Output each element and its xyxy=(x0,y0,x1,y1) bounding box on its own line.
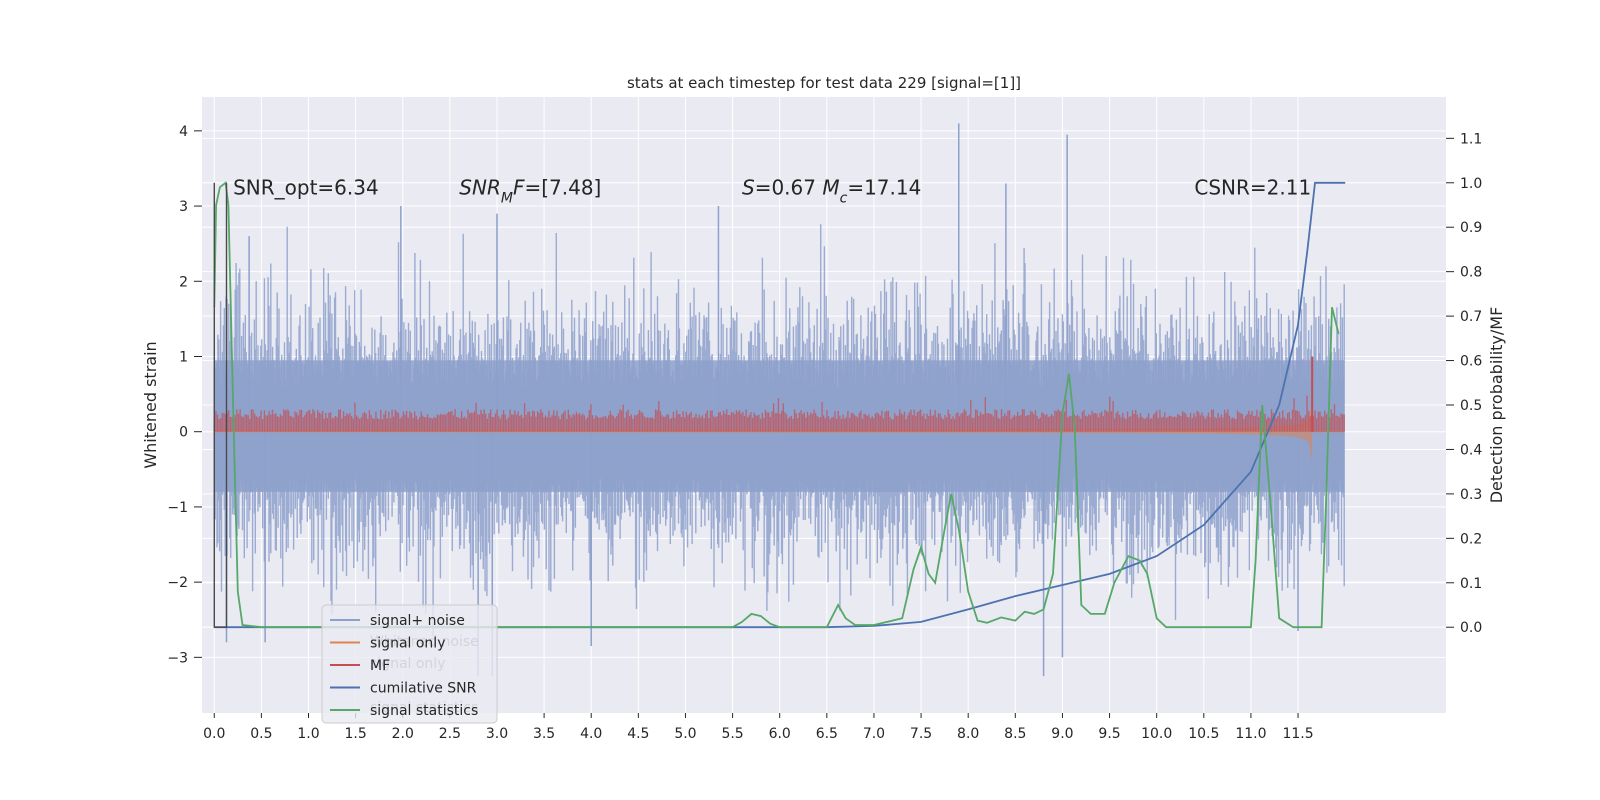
x-tick-label: 0.5 xyxy=(250,726,272,742)
y2-tick-label: 0.4 xyxy=(1460,442,1482,458)
x-tick-label: 6.5 xyxy=(816,726,838,742)
y-tick-label: −1 xyxy=(167,500,188,516)
chirp-waveform xyxy=(214,398,1313,464)
series-signal-statistics xyxy=(213,181,1340,629)
x-tick-label: 0.0 xyxy=(203,726,225,742)
x-tick-label: 3.0 xyxy=(486,726,508,742)
legend-ghost-label: Whitened noise xyxy=(370,634,479,650)
legend-label: signal only xyxy=(370,636,445,652)
x-tick-label: 8.5 xyxy=(1004,726,1026,742)
y-tick-label: 2 xyxy=(179,274,188,290)
series-line xyxy=(213,181,1340,629)
x-tick-label: 10.0 xyxy=(1141,726,1172,742)
x-tick-label: 2.0 xyxy=(392,726,414,742)
x-tick-label: 6.0 xyxy=(769,726,791,742)
y2-tick-label: 0.7 xyxy=(1460,309,1482,325)
x-axis: 0.0 0.5 1.0 1.5 2.0 2.5 3.0 3.5 4.0 4.5 5.0 5.5 6.0 6… xyxy=(203,713,1314,742)
x-tick-label: 4.5 xyxy=(627,726,649,742)
legend-label: signal statistics xyxy=(370,703,478,719)
annotation: SNRMF=[7.48] xyxy=(459,175,601,206)
annotation: SNR_opt=6.34 xyxy=(233,175,379,199)
y-tick-label: −2 xyxy=(167,575,188,591)
legend-frame xyxy=(321,604,498,724)
y-tick-label: −3 xyxy=(167,650,188,666)
series-layer xyxy=(213,123,1346,677)
step-marker-line xyxy=(213,182,228,628)
y-tick-label: 1 xyxy=(179,349,188,365)
x-tick-label: 9.5 xyxy=(1098,726,1120,742)
y-axis-right: 0.0 0.1 0.2 0.3 0.4 0.5 0.6 0.7 0.8 0.9 1.0 1.1 xyxy=(1446,131,1482,636)
x-tick-label: 1.5 xyxy=(344,726,366,742)
x-tick-label: 11.5 xyxy=(1282,726,1313,742)
series-cumilative-snr xyxy=(214,181,1346,629)
y2-tick-label: 1.0 xyxy=(1460,176,1482,192)
y2-tick-label: 0.6 xyxy=(1460,354,1482,370)
y2-tick-label: 0.1 xyxy=(1460,576,1482,592)
y2-tick-label: 1.1 xyxy=(1460,131,1482,147)
x-tick-label: 8.0 xyxy=(957,726,979,742)
series-line xyxy=(214,181,1346,629)
y-axis-left: −3 −2 −1 0 1 2 3 4 xyxy=(167,124,202,666)
y-tick-label: 4 xyxy=(179,124,188,140)
y2-tick-label: 0.2 xyxy=(1460,531,1482,547)
x-tick-label: 7.5 xyxy=(910,726,932,742)
legend-label: cumilative SNR xyxy=(370,681,477,697)
annotation: CSNR=2.11 xyxy=(1194,175,1311,199)
x-tick-label: 11.0 xyxy=(1235,726,1266,742)
y2-tick-label: 0.9 xyxy=(1460,220,1482,236)
legend-ghost-label: signal statistics xyxy=(370,700,478,716)
legend-ghost-label: signal only xyxy=(370,656,445,672)
annotations: SNR_opt=6.34 SNRMF=[7.48] S=0.67 Mc=17.14 C… xyxy=(233,175,1311,206)
noise-core xyxy=(214,360,1345,492)
y2-tick-label: 0.3 xyxy=(1460,487,1482,503)
x-tick-label: 1.0 xyxy=(297,726,319,742)
y2-tick-label: 0.5 xyxy=(1460,398,1482,414)
x-tick-label: 10.5 xyxy=(1188,726,1219,742)
legend-label: signal+ noise xyxy=(370,613,465,629)
series-signal-noise xyxy=(213,123,1345,677)
y2-axis-label: Detection probability/MF xyxy=(1487,307,1506,504)
y-axis-label: Whitened strain xyxy=(141,341,160,468)
x-tick-label: 5.5 xyxy=(721,726,743,742)
x-tick-label: 9.0 xyxy=(1051,726,1073,742)
y2-tick-label: 0.8 xyxy=(1460,265,1482,281)
x-tick-label: 7.0 xyxy=(863,726,885,742)
annotation: S=0.67 Mc=17.14 xyxy=(742,175,921,206)
x-tick-label: 5.0 xyxy=(674,726,696,742)
chart-title: stats at each timestep for test data 229… xyxy=(627,74,1021,92)
x-tick-label: 3.5 xyxy=(533,726,555,742)
y-tick-label: 3 xyxy=(179,199,188,215)
x-tick-label: 4.0 xyxy=(580,726,602,742)
y-tick-label: 0 xyxy=(179,425,188,441)
y2-tick-label: 0.0 xyxy=(1460,620,1482,636)
legend-label: MF xyxy=(370,658,390,674)
series-step-marker xyxy=(213,182,228,628)
x-tick-label: 2.5 xyxy=(439,726,461,742)
